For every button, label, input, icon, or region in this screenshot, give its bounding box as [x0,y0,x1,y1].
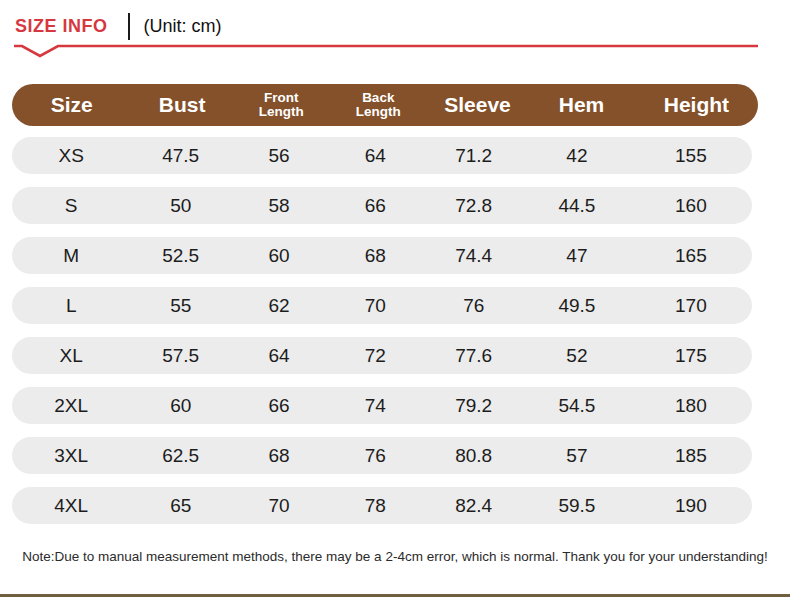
unit-label: (Unit: cm) [144,12,222,40]
header-cell-sleeve: Sleeve [427,94,528,116]
table-cell: 62.5 [130,445,231,467]
header-cell-front-length: Front Length [233,91,330,119]
size-info-page: SIZE INFO (Unit: cm) Size Bust Front Len… [0,0,790,598]
table-cell: 74.4 [423,245,524,267]
table-row-xl: XL 57.5 64 72 77.6 52 175 [12,337,752,374]
table-cell: 78 [327,495,423,517]
header-cell-height: Height [635,94,758,116]
table-cell: 72.8 [423,195,524,217]
note-text: Note:Due to manual measurement methods, … [0,549,790,564]
table-cell: 180 [630,395,752,417]
bottom-border-line [0,594,790,597]
table-cell: 66 [231,395,327,417]
table-cell: 70 [327,295,423,317]
table-cell: 71.2 [423,145,524,167]
header-cell-back-length: Back Length [330,91,427,119]
table-cell: 82.4 [423,495,524,517]
table-cell: 60 [130,395,231,417]
table-cell: 185 [630,445,752,467]
table-cell: 58 [231,195,327,217]
table-cell: 59.5 [524,495,630,517]
table-cell: 68 [327,245,423,267]
table-cell: 65 [130,495,231,517]
title-bar: SIZE INFO (Unit: cm) [15,12,222,40]
table-cell: 47.5 [130,145,231,167]
table-cell: 66 [327,195,423,217]
table-cell: M [12,245,130,267]
table-cell: 44.5 [524,195,630,217]
table-header-row: Size Bust Front Length Back Length Sleev… [12,84,758,126]
table-cell: 170 [630,295,752,317]
table-cell: 42 [524,145,630,167]
table-row-m: M 52.5 60 68 74.4 47 165 [12,237,752,274]
table-cell: L [12,295,130,317]
table-cell: 56 [231,145,327,167]
table-cell: 60 [231,245,327,267]
title-divider [128,13,130,40]
header-cell-bust: Bust [131,94,232,116]
table-cell: 64 [327,145,423,167]
table-row-4xl: 4XL 65 70 78 82.4 59.5 190 [12,487,752,524]
table-cell: 70 [231,495,327,517]
table-cell: 76 [327,445,423,467]
table-cell: 74 [327,395,423,417]
table-cell: 165 [630,245,752,267]
table-cell: 77.6 [423,345,524,367]
table-cell: 49.5 [524,295,630,317]
header-cell-hem: Hem [528,94,635,116]
table-cell: 50 [130,195,231,217]
table-cell: 160 [630,195,752,217]
table-cell: 47 [524,245,630,267]
table-cell: 76 [423,295,524,317]
table-cell: XL [12,345,130,367]
table-cell: 62 [231,295,327,317]
table-cell: 72 [327,345,423,367]
table-cell: 79.2 [423,395,524,417]
table-cell: 55 [130,295,231,317]
table-cell: S [12,195,130,217]
table-cell: 175 [630,345,752,367]
table-cell: 80.8 [423,445,524,467]
page-title: SIZE INFO [15,12,108,40]
title-underline-rule [0,43,790,59]
table-cell: 68 [231,445,327,467]
table-cell: 3XL [12,445,130,467]
table-row-2xl: 2XL 60 66 74 79.2 54.5 180 [12,387,752,424]
header-cell-size: Size [12,94,131,116]
table-cell: 52.5 [130,245,231,267]
table-row-s: S 50 58 66 72.8 44.5 160 [12,187,752,224]
table-cell: 54.5 [524,395,630,417]
table-row-3xl: 3XL 62.5 68 76 80.8 57 185 [12,437,752,474]
table-cell: 57 [524,445,630,467]
table-cell: 52 [524,345,630,367]
table-cell: 57.5 [130,345,231,367]
table-row-l: L 55 62 70 76 49.5 170 [12,287,752,324]
table-row-xs: XS 47.5 56 64 71.2 42 155 [12,137,752,174]
table-cell: 2XL [12,395,130,417]
table-cell: 4XL [12,495,130,517]
table-cell: 190 [630,495,752,517]
table-cell: XS [12,145,130,167]
table-cell: 155 [630,145,752,167]
table-cell: 64 [231,345,327,367]
size-table: Size Bust Front Length Back Length Sleev… [12,84,758,537]
